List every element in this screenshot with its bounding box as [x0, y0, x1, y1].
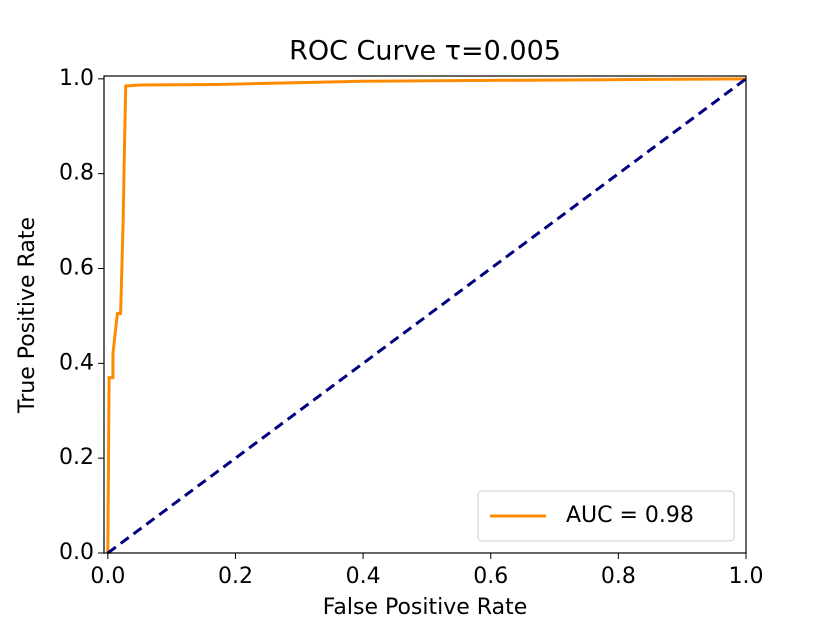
- legend-box: [477, 490, 735, 542]
- y-tick-label: 0.0: [59, 540, 94, 565]
- y-tick-label: 0.8: [59, 161, 94, 186]
- line-series: [106, 77, 747, 554]
- x-tick-label: 0.6: [473, 564, 508, 589]
- y-tick-label: 0.2: [59, 445, 94, 470]
- x-tick-label: 1.0: [729, 564, 764, 589]
- plot-frame: [103, 75, 747, 554]
- y-tick-label: 1.0: [59, 66, 94, 91]
- x-tick-label: 0.8: [601, 564, 636, 589]
- legend-label: AUC = 0.98: [566, 503, 694, 528]
- line-series: [106, 77, 747, 555]
- x-tick-label: 0.4: [346, 564, 381, 589]
- y-axis-label: True Positive Rate: [15, 217, 40, 414]
- y-tick-label: 0.4: [59, 350, 94, 375]
- x-tick-label: 0.2: [218, 564, 253, 589]
- x-tick-label: 0.0: [90, 564, 125, 589]
- x-axis-label: False Positive Rate: [323, 595, 527, 620]
- y-tick-label: 0.6: [59, 256, 94, 281]
- chart-title: ROC Curve τ=0.005: [289, 36, 561, 67]
